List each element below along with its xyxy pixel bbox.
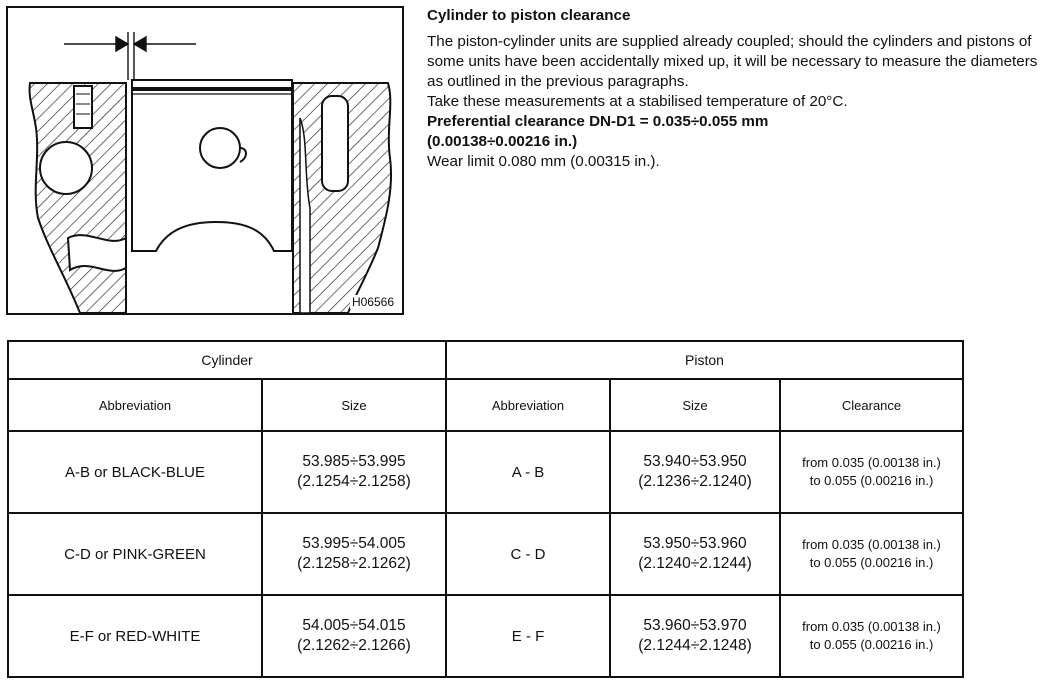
size-in: (2.1258÷2.1262) — [297, 555, 411, 572]
clearance-value: from 0.035 (0.00138 in.) to 0.055 (0.0021… — [779, 512, 965, 596]
table-row: C-D or PINK-GREEN 53.995÷54.005 (2.1258÷2… — [7, 512, 965, 596]
size-in: (2.1262÷2.1266) — [297, 637, 411, 654]
cylinder-abbreviation: E-F or RED-WHITE — [7, 594, 263, 678]
preferential-clearance-mm: Preferential clearance DN-D1 = 0.035÷0.0… — [427, 113, 769, 130]
size-in: (2.1236÷2.1240) — [638, 473, 752, 490]
table-column-header: Abbreviation Size Abbreviation Size Clea… — [7, 378, 965, 432]
clearance-value: from 0.035 (0.00138 in.) to 0.055 (0.0021… — [779, 594, 965, 678]
size-in: (2.1240÷2.1244) — [638, 555, 752, 572]
clearance-description: Cylinder to piston clearance The piston-… — [427, 6, 1052, 172]
piston-cross-section-icon — [28, 32, 393, 313]
temperature-note: Take these measurements at a stabilised … — [427, 93, 848, 110]
piston-abbreviation: A - B — [445, 430, 612, 514]
cylinder-group-header: Cylinder — [6, 340, 448, 380]
section-heading: Cylinder to piston clearance — [427, 7, 631, 24]
clearance-table: Cylinder Piston Abbreviation Size Abbrev… — [6, 340, 965, 678]
cylinder-abbreviation: C-D or PINK-GREEN — [7, 512, 263, 596]
cylinder-size-header: Size — [260, 378, 448, 432]
figure-code: H06566 — [349, 295, 396, 309]
size-in: (2.1244÷2.1248) — [638, 637, 752, 654]
size-mm: 53.950÷53.960 — [643, 535, 747, 552]
piston-clearance-figure: H06566 — [6, 6, 404, 315]
size-in: (2.1254÷2.1258) — [297, 473, 411, 490]
size-mm: 53.995÷54.005 — [302, 535, 406, 552]
clearance-to: to 0.055 (0.00216 in.) — [809, 473, 934, 488]
size-mm: 53.960÷53.970 — [643, 617, 747, 634]
clearance-to: to 0.055 (0.00216 in.) — [809, 555, 934, 570]
table-row: E-F or RED-WHITE 54.005÷54.015 (2.1262÷2.… — [7, 594, 965, 678]
clearance-from: from 0.035 (0.00138 in.) — [802, 455, 941, 470]
piston-abbreviation-header: Abbreviation — [445, 378, 612, 432]
cylinder-abbreviation-header: Abbreviation — [7, 378, 263, 432]
clearance-to: to 0.055 (0.00216 in.) — [809, 637, 934, 652]
cylinder-abbreviation: A-B or BLACK-BLUE — [7, 430, 263, 514]
size-mm: 53.940÷53.950 — [643, 453, 747, 470]
clearance-header: Clearance — [779, 378, 965, 432]
piston-abbreviation: C - D — [445, 512, 612, 596]
clearance-arrows-icon — [64, 32, 196, 80]
piston-size: 53.940÷53.950 (2.1236÷2.1240) — [609, 430, 782, 514]
piston-abbreviation: E - F — [445, 594, 612, 678]
cylinder-size: 54.005÷54.015 (2.1262÷2.1266) — [260, 594, 448, 678]
description-paragraph: The piston-cylinder units are supplied a… — [427, 33, 1038, 90]
clearance-from: from 0.035 (0.00138 in.) — [802, 619, 941, 634]
table-group-header: Cylinder Piston — [6, 340, 965, 380]
wear-limit: Wear limit 0.080 mm (0.00315 in.). — [427, 153, 660, 170]
table-row: A-B or BLACK-BLUE 53.985÷53.995 (2.1254÷2… — [7, 430, 965, 514]
piston-size: 53.950÷53.960 (2.1240÷2.1244) — [609, 512, 782, 596]
piston-size: 53.960÷53.970 (2.1244÷2.1248) — [609, 594, 782, 678]
preferential-clearance-in: (0.00138÷0.00216 in.) — [427, 133, 578, 150]
clearance-value: from 0.035 (0.00138 in.) to 0.055 (0.0021… — [779, 430, 965, 514]
size-mm: 53.985÷53.995 — [302, 453, 406, 470]
size-mm: 54.005÷54.015 — [302, 617, 406, 634]
cylinder-size: 53.995÷54.005 (2.1258÷2.1262) — [260, 512, 448, 596]
cylinder-size: 53.985÷53.995 (2.1254÷2.1258) — [260, 430, 448, 514]
piston-group-header: Piston — [445, 340, 965, 380]
piston-size-header: Size — [609, 378, 782, 432]
clearance-from: from 0.035 (0.00138 in.) — [802, 537, 941, 552]
